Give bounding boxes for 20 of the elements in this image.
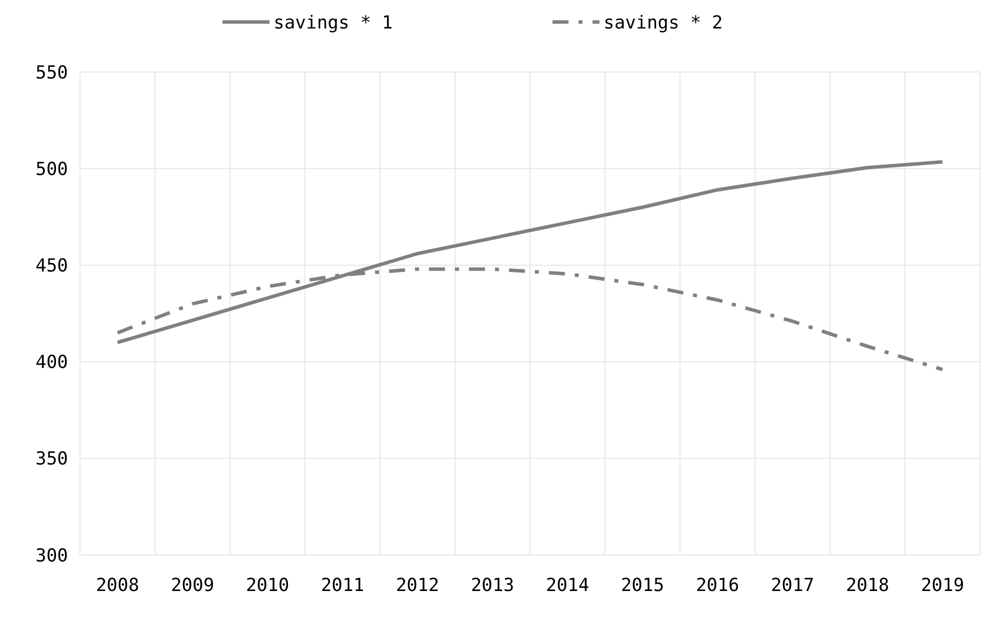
- x-tick-label: 2010: [246, 575, 290, 596]
- x-tick-label: 2014: [546, 575, 590, 596]
- y-tick-label: 500: [35, 158, 68, 180]
- x-tick-label: 2019: [920, 575, 964, 596]
- y-tick-label: 450: [35, 256, 68, 276]
- legend-label: savings * 1: [274, 12, 393, 34]
- legend-label: savings * 2: [604, 12, 723, 34]
- x-tick-label: 2012: [396, 575, 440, 596]
- x-tick-label: 2008: [96, 575, 140, 596]
- y-tick-label: 350: [35, 448, 68, 470]
- y-tick-label: 400: [35, 352, 68, 374]
- y-tick-label: 550: [35, 62, 68, 84]
- x-tick-label: 2011: [320, 575, 364, 596]
- x-tick-label: 2013: [470, 575, 514, 596]
- y-tick-label: 300: [35, 545, 68, 566]
- x-tick-label: 2016: [696, 575, 740, 596]
- x-tick-label: 2015: [620, 575, 664, 596]
- x-tick-label: 2018: [846, 575, 890, 596]
- x-tick-label: 2009: [170, 575, 214, 596]
- x-tick-label: 2017: [770, 575, 814, 596]
